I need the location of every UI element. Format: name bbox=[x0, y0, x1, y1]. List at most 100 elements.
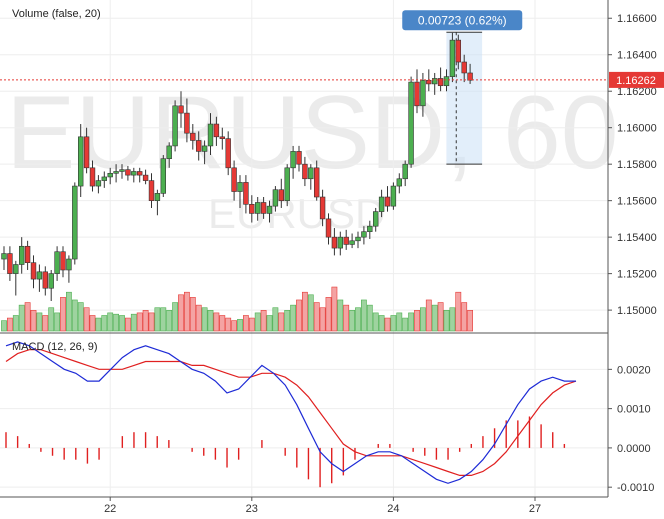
volume-bar bbox=[431, 304, 438, 332]
volume-bar bbox=[36, 312, 43, 332]
price-tick-label: 1.15800 bbox=[617, 159, 657, 171]
candle-body bbox=[349, 240, 355, 245]
candle-body bbox=[119, 169, 125, 172]
candle-body bbox=[266, 205, 273, 214]
candle-body bbox=[467, 72, 473, 81]
candle-body bbox=[213, 123, 220, 138]
volume-bars bbox=[1, 286, 473, 332]
price-tick-label: 1.15400 bbox=[617, 232, 657, 244]
volume-bar bbox=[349, 310, 355, 332]
time-tick-label: 27 bbox=[529, 503, 541, 515]
candle-body bbox=[313, 167, 320, 198]
volume-bar bbox=[360, 299, 367, 332]
volume-bar bbox=[66, 291, 72, 332]
candle-body bbox=[249, 204, 255, 214]
candle-body bbox=[343, 236, 349, 245]
candle-body bbox=[237, 182, 243, 192]
candle-body bbox=[42, 271, 49, 289]
volume-bar bbox=[402, 317, 409, 332]
volume-bar bbox=[225, 317, 232, 332]
macd-pane bbox=[5, 341, 577, 488]
volume-bar bbox=[154, 307, 161, 332]
time-tick-label: 24 bbox=[387, 503, 399, 515]
volume-bar bbox=[372, 312, 379, 332]
volume-bar bbox=[325, 297, 332, 332]
volume-bar bbox=[148, 312, 155, 332]
volume-bar bbox=[319, 307, 326, 332]
candle-body bbox=[18, 245, 25, 265]
candle-body bbox=[154, 193, 161, 201]
candle-body bbox=[225, 138, 231, 169]
candle-body bbox=[255, 202, 261, 214]
volume-bar bbox=[266, 315, 273, 332]
volume-indicator-label[interactable]: Volume (false, 20) bbox=[12, 8, 101, 20]
volume-bar bbox=[166, 310, 173, 332]
candle-body bbox=[160, 158, 166, 194]
volume-bar bbox=[272, 307, 279, 332]
candle-body bbox=[378, 196, 385, 212]
macd-tick-label: 0.0010 bbox=[617, 404, 651, 416]
candle-body bbox=[443, 76, 450, 87]
candle-body bbox=[107, 172, 113, 178]
candle-body bbox=[142, 174, 149, 181]
macd-line bbox=[5, 341, 576, 484]
candle-body bbox=[113, 171, 119, 174]
candle-body bbox=[137, 171, 143, 176]
candle-body bbox=[60, 251, 66, 271]
candle-body bbox=[361, 231, 367, 238]
macd-indicator-label[interactable]: MACD (12, 26, 9) bbox=[12, 341, 98, 353]
candle-body bbox=[319, 196, 326, 220]
last-price-tag bbox=[609, 71, 664, 88]
candle-body bbox=[302, 163, 308, 180]
price-tick-label: 1.15200 bbox=[617, 269, 657, 281]
candle-body bbox=[278, 189, 284, 201]
candle-body bbox=[402, 163, 408, 180]
macd-tick-label: 0.0020 bbox=[617, 364, 651, 376]
symbol-watermark-sub: EURUSD bbox=[208, 190, 385, 237]
candle-body bbox=[231, 167, 237, 192]
candle-body bbox=[390, 185, 397, 207]
candle-body bbox=[355, 236, 361, 242]
volume-bar bbox=[301, 291, 308, 332]
candle-body bbox=[455, 39, 461, 63]
candle-body bbox=[1, 253, 7, 260]
candle-body bbox=[372, 211, 379, 227]
candle-body bbox=[219, 136, 225, 139]
volume-bar bbox=[142, 310, 149, 332]
grid-lines bbox=[0, 0, 608, 497]
volume-bar bbox=[307, 294, 314, 332]
volume-bar bbox=[113, 313, 119, 332]
candle-body bbox=[396, 178, 402, 187]
volume-bar bbox=[101, 315, 108, 332]
candle-body bbox=[95, 180, 102, 187]
volume-bar bbox=[425, 299, 432, 332]
candle-body bbox=[296, 151, 302, 165]
price-tick-label: 1.15600 bbox=[617, 196, 657, 208]
candle-body bbox=[7, 253, 13, 274]
candlestick-series bbox=[1, 32, 473, 301]
macd-signal-line bbox=[5, 349, 577, 476]
volume-bar bbox=[130, 313, 137, 332]
volume-bar bbox=[77, 302, 84, 332]
volume-bar bbox=[355, 307, 361, 332]
volume-bar bbox=[396, 312, 403, 332]
candle-body bbox=[78, 136, 84, 187]
volume-bar bbox=[243, 315, 249, 332]
volume-bar bbox=[284, 310, 291, 332]
volume-bar bbox=[331, 286, 338, 332]
candle-body bbox=[420, 79, 426, 107]
volume-bar bbox=[461, 302, 468, 332]
volume-bar bbox=[172, 302, 178, 332]
candle-body bbox=[408, 81, 414, 165]
candle-body bbox=[196, 140, 202, 152]
volume-bar bbox=[136, 312, 143, 332]
volume-bar bbox=[178, 294, 184, 332]
volume-bar bbox=[278, 312, 285, 332]
volume-bar bbox=[437, 302, 444, 332]
candle-body bbox=[131, 171, 137, 176]
volume-bar bbox=[107, 312, 114, 332]
volume-bar bbox=[260, 310, 267, 332]
price-tick-label: 1.16200 bbox=[617, 86, 657, 98]
